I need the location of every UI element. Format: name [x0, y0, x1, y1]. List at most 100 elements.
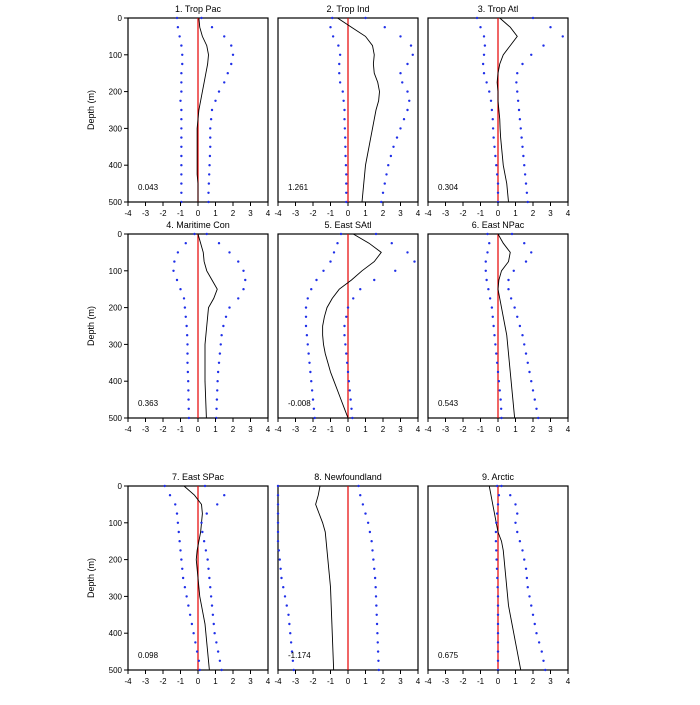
panel-8-xtick-label--1: -1 — [327, 677, 335, 686]
panel-9-upper-point-7 — [518, 540, 522, 543]
panel-5-title: 5. East SAtl — [324, 220, 371, 230]
panel-7-lower-point-13 — [185, 595, 188, 598]
panel-4-ytick-label-300: 300 — [109, 340, 123, 349]
panel-3-xtick-label-1: 1 — [513, 209, 518, 218]
panel-9-lower-point-9 — [495, 558, 498, 561]
panel-1-upper-point-15 — [209, 145, 212, 148]
panel-8-lower-point-9 — [278, 558, 281, 561]
panel-7-upper-point-10 — [207, 567, 210, 570]
panel-7-lower-point-18 — [194, 641, 197, 644]
panel-2-xtick-label--3: -3 — [292, 209, 300, 218]
panel-9-upper-point-15 — [531, 613, 535, 616]
panel-3-lower-point-4 — [483, 44, 487, 47]
panel-3-upper-point-21 — [526, 200, 529, 204]
panel-6-lower-point-3 — [486, 251, 489, 254]
panel-1-upper-point-5 — [231, 53, 235, 56]
panel-8-upper-point-14 — [375, 604, 378, 607]
panel-9-lower-point-14 — [496, 604, 500, 607]
panel-4-xtick-label-0: 0 — [196, 425, 201, 434]
panel-9-lower-point-3 — [496, 503, 500, 506]
panel-1-lower-point-8 — [180, 81, 183, 84]
panel-7-lower-point-16 — [190, 622, 194, 626]
panel-6-lower-point-8 — [488, 297, 492, 300]
panel-2-lower-point-16 — [344, 154, 347, 158]
panel-7-upper-point-2 — [223, 494, 226, 497]
panel-4-upper-point-8 — [237, 297, 240, 300]
panel-5-upper-point-10 — [345, 315, 348, 318]
panel-4-lower-point-12 — [185, 334, 189, 337]
panel-5-central-line — [322, 233, 382, 419]
panel-5-lower-point-7 — [310, 288, 313, 291]
panel-1-upper-point-21 — [207, 200, 210, 204]
panel-5-upper-point-3 — [406, 251, 409, 254]
panel-5-value-label: -0.008 — [288, 399, 311, 408]
panel-9-lower-point-18 — [496, 641, 500, 644]
panel-9-lower-point-7 — [494, 540, 498, 543]
panel-5-upper-point-13 — [344, 343, 347, 346]
panel-3-lower-point-18 — [495, 173, 499, 176]
panel-3-lower-point-8 — [485, 81, 488, 84]
panel-2-lower-point-21 — [345, 200, 348, 204]
panel-8-upper-point-19 — [376, 650, 380, 653]
panel-1-upper-point-14 — [209, 136, 212, 139]
panel-5-lower-point-17 — [310, 380, 313, 383]
panel-8-central-line — [315, 485, 335, 671]
panel-7-ytick-label-400: 400 — [109, 629, 123, 638]
panel-5-lower-point-8 — [306, 297, 309, 300]
panel-5-xtick-label--1: -1 — [327, 425, 335, 434]
panel-5-upper-point-16 — [346, 370, 350, 374]
panel-6-upper-point-15 — [526, 361, 529, 364]
panel-3-xtick-label--2: -2 — [459, 209, 467, 218]
panel-2-lower-point-6 — [338, 62, 341, 66]
panel-4-upper-point-19 — [215, 398, 219, 401]
panel-6-lower-point-16 — [496, 370, 500, 374]
panel-3-lower-point-2 — [479, 26, 482, 29]
panel-8-lower-point-1 — [276, 484, 280, 488]
panel-1-central-line — [196, 17, 209, 202]
panel-1-upper-point-3 — [223, 35, 226, 38]
panel-3-lower-point-15 — [493, 145, 496, 148]
panel-9-lower-point-19 — [496, 650, 500, 653]
panel-6-xtick-label-0: 0 — [496, 425, 501, 434]
panel-1-upper-point-4 — [230, 44, 233, 47]
panel-7-ylabel: Depth (m) — [86, 558, 96, 598]
panel-4-xtick-label-1: 1 — [213, 425, 218, 434]
panel-3-xtick-label-3: 3 — [548, 209, 553, 218]
panel-3-lower-point-13 — [491, 127, 495, 130]
panel-1-xtick-label--1: -1 — [177, 209, 185, 218]
panel-5-xtick-label-2: 2 — [381, 425, 386, 434]
panel-8-lower-point-3 — [276, 503, 280, 506]
panel-2-upper-point-1 — [364, 16, 367, 20]
panel-6-lower-point-7 — [487, 288, 490, 291]
panel-6-xtick-label-1: 1 — [513, 425, 518, 434]
panel-7-lower-point-4 — [175, 512, 179, 515]
panel-7-upper-point-6 — [201, 530, 204, 534]
panel-3-upper-point-15 — [521, 145, 524, 148]
panel-8-xtick-label--4: -4 — [274, 677, 282, 686]
panel-1-lower-point-12 — [180, 118, 183, 121]
panel-1-upper-point-19 — [207, 182, 211, 185]
panel-3-xtick-label-2: 2 — [531, 209, 536, 218]
panel-6-upper-point-11 — [518, 324, 522, 328]
panel-2-upper-point-17 — [387, 164, 390, 167]
panel-6-upper-point-18 — [531, 389, 535, 392]
panel-2-title: 2. Trop Ind — [326, 4, 369, 14]
panel-2-upper-point-8 — [401, 81, 404, 84]
panel-8-upper-point-6 — [368, 530, 372, 534]
panel-4-lower-point-20 — [187, 407, 190, 410]
panel-1-xtick-label--4: -4 — [124, 209, 132, 218]
panel-7-lower-point-21 — [198, 668, 201, 672]
panel-6: 6. East NPac 0.543 -4 -3 -2 -1 0 1 2 3 4 — [424, 220, 570, 434]
panel-2-central-line — [337, 17, 380, 203]
panel-1: 1. Trop Pac 0.043 -4 -3 -2 -1 0 1 2 3 4 0 100 200 300 4… — [86, 4, 271, 218]
panel-2-xtick-label-3: 3 — [398, 209, 403, 218]
panel-7-ytick-label-500: 500 — [109, 666, 123, 675]
panel-7-upper-point-21 — [220, 668, 223, 672]
panel-7-upper-point-20 — [218, 659, 222, 662]
panel-1-ylabel: Depth (m) — [86, 90, 96, 130]
panel-4-lower-point-8 — [182, 297, 186, 300]
panel-7-upper-point-17 — [213, 632, 216, 635]
panel-2-upper-point-15 — [392, 145, 395, 148]
panel-7-xtick-label--3: -3 — [142, 677, 150, 686]
panel-4-xtick-label--3: -3 — [142, 425, 150, 434]
